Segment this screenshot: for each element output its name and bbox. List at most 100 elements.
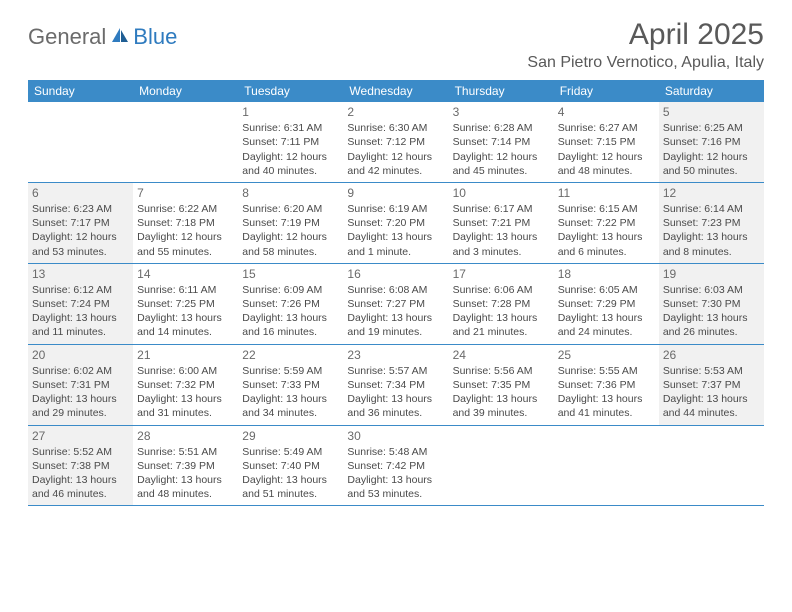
day-number: 28 [137, 428, 234, 444]
sunset-text: Sunset: 7:25 PM [137, 297, 234, 311]
daylight-text: Daylight: 12 hours and 58 minutes. [242, 230, 339, 258]
calendar-cell: 11Sunrise: 6:15 AMSunset: 7:22 PMDayligh… [554, 183, 659, 263]
sunrise-text: Sunrise: 6:00 AM [137, 364, 234, 378]
day-number: 9 [347, 185, 444, 201]
sunrise-text: Sunrise: 6:20 AM [242, 202, 339, 216]
sunset-text: Sunset: 7:32 PM [137, 378, 234, 392]
sunset-text: Sunset: 7:19 PM [242, 216, 339, 230]
calendar-header-row: Sunday Monday Tuesday Wednesday Thursday… [28, 80, 764, 102]
sunrise-text: Sunrise: 5:57 AM [347, 364, 444, 378]
calendar-cell: 7Sunrise: 6:22 AMSunset: 7:18 PMDaylight… [133, 183, 238, 263]
daylight-text: Daylight: 13 hours and 24 minutes. [558, 311, 655, 339]
sunset-text: Sunset: 7:28 PM [453, 297, 550, 311]
calendar-row: 1Sunrise: 6:31 AMSunset: 7:11 PMDaylight… [28, 102, 764, 183]
day-number: 24 [453, 347, 550, 363]
calendar-cell: 8Sunrise: 6:20 AMSunset: 7:19 PMDaylight… [238, 183, 343, 263]
col-sunday: Sunday [28, 80, 133, 102]
sunset-text: Sunset: 7:29 PM [558, 297, 655, 311]
calendar-cell: 5Sunrise: 6:25 AMSunset: 7:16 PMDaylight… [659, 102, 764, 182]
logo-text-blue: Blue [133, 24, 177, 50]
day-number: 4 [558, 104, 655, 120]
sunrise-text: Sunrise: 6:06 AM [453, 283, 550, 297]
daylight-text: Daylight: 12 hours and 55 minutes. [137, 230, 234, 258]
calendar-cell: 1Sunrise: 6:31 AMSunset: 7:11 PMDaylight… [238, 102, 343, 182]
daylight-text: Daylight: 13 hours and 3 minutes. [453, 230, 550, 258]
calendar-cell: 21Sunrise: 6:00 AMSunset: 7:32 PMDayligh… [133, 345, 238, 425]
daylight-text: Daylight: 13 hours and 29 minutes. [32, 392, 129, 420]
calendar-cell [449, 426, 554, 506]
sunrise-text: Sunrise: 6:25 AM [663, 121, 760, 135]
calendar-cell: 17Sunrise: 6:06 AMSunset: 7:28 PMDayligh… [449, 264, 554, 344]
daylight-text: Daylight: 13 hours and 8 minutes. [663, 230, 760, 258]
sunset-text: Sunset: 7:24 PM [32, 297, 129, 311]
day-number: 30 [347, 428, 444, 444]
calendar-cell: 25Sunrise: 5:55 AMSunset: 7:36 PMDayligh… [554, 345, 659, 425]
sunrise-text: Sunrise: 6:17 AM [453, 202, 550, 216]
daylight-text: Daylight: 13 hours and 26 minutes. [663, 311, 760, 339]
sunrise-text: Sunrise: 6:08 AM [347, 283, 444, 297]
sunrise-text: Sunrise: 6:05 AM [558, 283, 655, 297]
sunrise-text: Sunrise: 6:12 AM [32, 283, 129, 297]
calendar-cell: 18Sunrise: 6:05 AMSunset: 7:29 PMDayligh… [554, 264, 659, 344]
col-saturday: Saturday [659, 80, 764, 102]
day-number: 1 [242, 104, 339, 120]
day-number: 22 [242, 347, 339, 363]
daylight-text: Daylight: 13 hours and 6 minutes. [558, 230, 655, 258]
calendar: Sunday Monday Tuesday Wednesday Thursday… [28, 80, 764, 506]
sunrise-text: Sunrise: 6:11 AM [137, 283, 234, 297]
day-number: 23 [347, 347, 444, 363]
sunset-text: Sunset: 7:23 PM [663, 216, 760, 230]
calendar-cell: 26Sunrise: 5:53 AMSunset: 7:37 PMDayligh… [659, 345, 764, 425]
sunrise-text: Sunrise: 6:27 AM [558, 121, 655, 135]
day-number: 14 [137, 266, 234, 282]
calendar-cell: 16Sunrise: 6:08 AMSunset: 7:27 PMDayligh… [343, 264, 448, 344]
sunset-text: Sunset: 7:39 PM [137, 459, 234, 473]
day-number: 18 [558, 266, 655, 282]
day-number: 8 [242, 185, 339, 201]
daylight-text: Daylight: 13 hours and 41 minutes. [558, 392, 655, 420]
col-tuesday: Tuesday [238, 80, 343, 102]
sunrise-text: Sunrise: 5:56 AM [453, 364, 550, 378]
sunset-text: Sunset: 7:11 PM [242, 135, 339, 149]
day-number: 2 [347, 104, 444, 120]
title-block: April 2025 San Pietro Vernotico, Apulia,… [527, 18, 764, 72]
header: General Blue April 2025 San Pietro Verno… [28, 18, 764, 72]
sunset-text: Sunset: 7:30 PM [663, 297, 760, 311]
daylight-text: Daylight: 13 hours and 48 minutes. [137, 473, 234, 501]
sunrise-text: Sunrise: 5:49 AM [242, 445, 339, 459]
sunrise-text: Sunrise: 6:14 AM [663, 202, 760, 216]
daylight-text: Daylight: 13 hours and 11 minutes. [32, 311, 129, 339]
day-number: 12 [663, 185, 760, 201]
sunset-text: Sunset: 7:15 PM [558, 135, 655, 149]
daylight-text: Daylight: 13 hours and 46 minutes. [32, 473, 129, 501]
sunset-text: Sunset: 7:26 PM [242, 297, 339, 311]
day-number: 5 [663, 104, 760, 120]
calendar-cell: 24Sunrise: 5:56 AMSunset: 7:35 PMDayligh… [449, 345, 554, 425]
sunset-text: Sunset: 7:42 PM [347, 459, 444, 473]
location: San Pietro Vernotico, Apulia, Italy [527, 54, 764, 72]
day-number: 25 [558, 347, 655, 363]
calendar-cell [554, 426, 659, 506]
sunset-text: Sunset: 7:40 PM [242, 459, 339, 473]
daylight-text: Daylight: 13 hours and 1 minute. [347, 230, 444, 258]
daylight-text: Daylight: 13 hours and 16 minutes. [242, 311, 339, 339]
calendar-row: 27Sunrise: 5:52 AMSunset: 7:38 PMDayligh… [28, 426, 764, 507]
calendar-cell: 6Sunrise: 6:23 AMSunset: 7:17 PMDaylight… [28, 183, 133, 263]
sunset-text: Sunset: 7:27 PM [347, 297, 444, 311]
calendar-cell: 23Sunrise: 5:57 AMSunset: 7:34 PMDayligh… [343, 345, 448, 425]
sunrise-text: Sunrise: 6:23 AM [32, 202, 129, 216]
calendar-cell: 29Sunrise: 5:49 AMSunset: 7:40 PMDayligh… [238, 426, 343, 506]
sunrise-text: Sunrise: 5:59 AM [242, 364, 339, 378]
day-number: 26 [663, 347, 760, 363]
calendar-row: 6Sunrise: 6:23 AMSunset: 7:17 PMDaylight… [28, 183, 764, 264]
daylight-text: Daylight: 13 hours and 14 minutes. [137, 311, 234, 339]
calendar-cell: 9Sunrise: 6:19 AMSunset: 7:20 PMDaylight… [343, 183, 448, 263]
calendar-cell: 15Sunrise: 6:09 AMSunset: 7:26 PMDayligh… [238, 264, 343, 344]
day-number: 21 [137, 347, 234, 363]
sunrise-text: Sunrise: 6:30 AM [347, 121, 444, 135]
page: General Blue April 2025 San Pietro Verno… [0, 0, 792, 506]
sunset-text: Sunset: 7:20 PM [347, 216, 444, 230]
daylight-text: Daylight: 13 hours and 21 minutes. [453, 311, 550, 339]
day-number: 13 [32, 266, 129, 282]
daylight-text: Daylight: 12 hours and 40 minutes. [242, 150, 339, 178]
